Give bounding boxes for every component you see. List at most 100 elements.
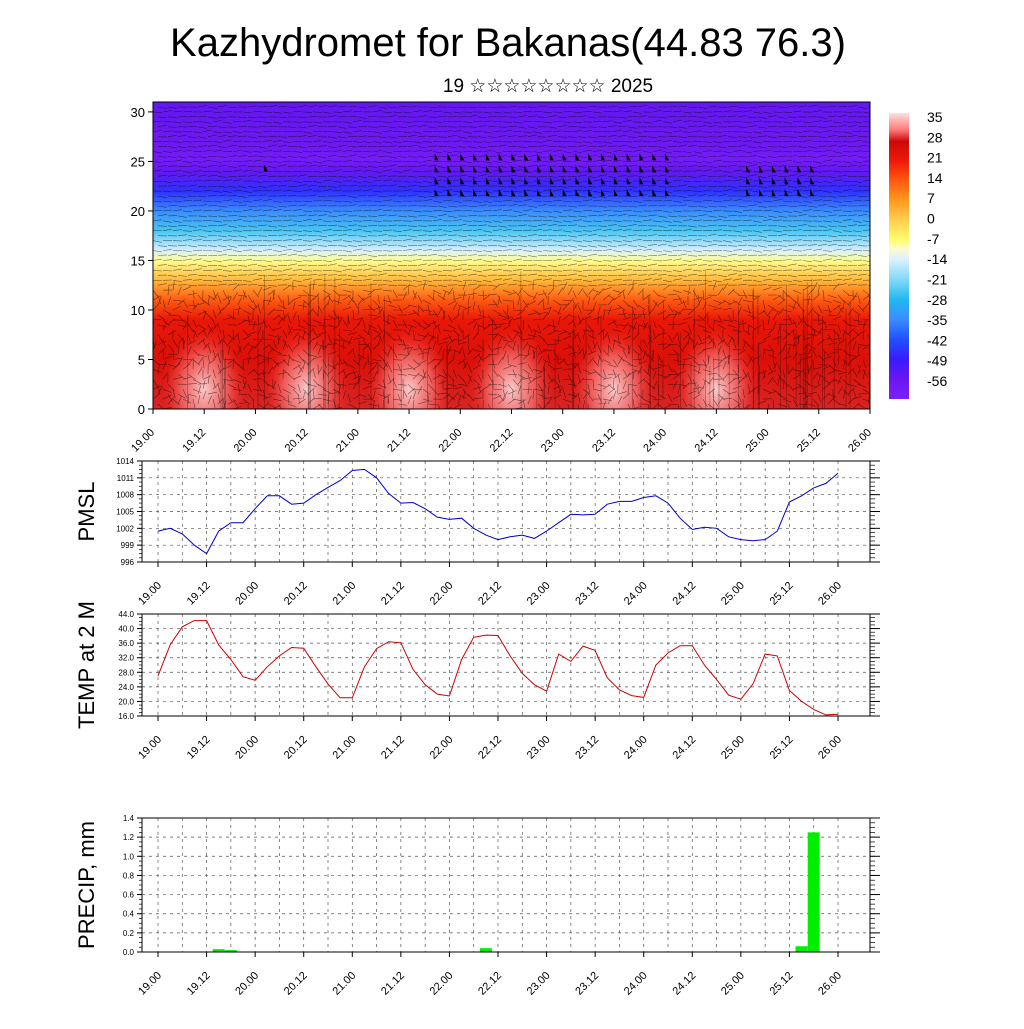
jet-flag <box>537 189 542 197</box>
y-tick-label: 999 <box>121 541 135 550</box>
x-tick-label: 24.12 <box>670 580 698 608</box>
jet-flag <box>639 189 644 197</box>
x-tick-label: 24.12 <box>670 734 698 762</box>
colorbar-label: 0 <box>927 211 935 227</box>
x-tick-label: 22.00 <box>428 970 456 998</box>
jet-flag <box>575 177 580 185</box>
temp-panel: 44.0 40.0 36.0 32.0 28.0 24.0 20.0 16.0 19.00 19.… <box>74 601 880 762</box>
jet-flag <box>485 189 490 197</box>
jet-flag <box>626 189 631 197</box>
y-tick-label: 0.4 <box>123 910 135 919</box>
colorbar-label: 28 <box>927 129 943 145</box>
x-tick-label: 24.00 <box>622 970 650 998</box>
x-tick-label: 20.12 <box>282 734 310 762</box>
x-tick-label: 21.00 <box>330 734 358 762</box>
y-tick-label: 40.0 <box>118 625 134 634</box>
jet-flag <box>524 177 529 185</box>
x-tick-label: 23.00 <box>525 734 553 762</box>
jet-flag <box>562 153 567 161</box>
precip-bar <box>479 948 492 952</box>
x-tick-label: 19.00 <box>136 580 164 608</box>
x-tick-label: 26.00 <box>816 580 844 608</box>
x-tick-label: 20.00 <box>233 734 261 762</box>
x-tick-label: 25.12 <box>795 427 823 455</box>
pmsl-panel: 1014 1011 1008 1005 1002 999 996 19.00 19.12 20.0… <box>74 457 880 608</box>
colorbar-label: -42 <box>927 332 947 348</box>
y-tick-label: 10 <box>131 303 145 318</box>
x-tick-label: 20.12 <box>282 970 310 998</box>
grid <box>142 817 870 953</box>
jet-flag <box>652 165 657 173</box>
jet-flag <box>498 153 503 161</box>
grid <box>142 460 870 563</box>
jet-flag <box>626 153 631 161</box>
jet-flag <box>746 189 751 197</box>
x-tick-label: 22.00 <box>428 580 456 608</box>
precip-bar <box>212 949 225 952</box>
x-tick-label: 22.00 <box>436 427 464 455</box>
jet-flag <box>524 165 529 173</box>
y-tick-label: 16.0 <box>118 712 134 721</box>
jet-flag <box>524 153 529 161</box>
jet-flag <box>498 177 503 185</box>
jet-flag <box>434 153 439 161</box>
jet-flags <box>263 153 815 197</box>
x-tick-label: 22.12 <box>488 427 516 455</box>
jet-flag <box>562 177 567 185</box>
jet-flag <box>447 177 452 185</box>
jet-flag <box>771 165 776 173</box>
colorbar-label: -14 <box>927 251 947 267</box>
x-tick-label: 25.00 <box>719 580 747 608</box>
jet-flag <box>759 165 764 173</box>
jet-flag <box>447 153 452 161</box>
jet-flag <box>810 189 815 197</box>
jet-flag <box>263 164 268 172</box>
jet-flag <box>771 189 776 197</box>
jet-flag <box>498 189 503 197</box>
series-line <box>157 468 839 555</box>
jet-flag <box>665 165 670 173</box>
y-tick-label: 24.0 <box>118 683 134 692</box>
jet-flag <box>759 189 764 197</box>
precip-panel: 1.4 1.2 1.0 0.8 0.6 0.4 0.2 0.0 19.00 19.12 20.00 2… <box>74 814 880 998</box>
warm-blob <box>367 327 452 409</box>
x-tick-label: 21.12 <box>379 970 407 998</box>
x-tick-label: 21.12 <box>379 734 407 762</box>
y-tick-label: 1008 <box>116 491 134 500</box>
jet-flag <box>810 177 815 185</box>
jet-flag <box>797 177 802 185</box>
x-tick-label: 25.00 <box>719 970 747 998</box>
x-tick-label: 20.12 <box>282 580 310 608</box>
jet-flag <box>746 165 751 173</box>
x-tick-label: 19.00 <box>136 734 164 762</box>
jet-flag <box>460 177 465 185</box>
jet-flag <box>601 153 606 161</box>
warm-blob <box>469 327 554 409</box>
y-tick-label: 996 <box>121 558 135 567</box>
wind-field <box>153 104 870 409</box>
x-tick-label: 21.00 <box>334 427 362 455</box>
panel-frame <box>141 817 871 953</box>
jet-flag <box>613 153 618 161</box>
jet-flag <box>588 177 593 185</box>
colorbar: 35 28 21 14 7 0 -7 -14 -21 -28 -35 -42 -49 -56 <box>889 109 947 399</box>
colorbar-label: -49 <box>927 353 947 369</box>
jet-flag <box>485 177 490 185</box>
x-tick-label: 22.12 <box>476 580 504 608</box>
x-tick-label: 23.00 <box>525 970 553 998</box>
jet-flag <box>588 165 593 173</box>
jet-flag <box>549 177 554 185</box>
x-tick-label: 23.12 <box>573 970 601 998</box>
y-axis-label: PRECIP, mm <box>74 821 99 949</box>
jet-flag <box>524 189 529 197</box>
colorbar-label: 35 <box>927 109 943 125</box>
jet-flag <box>652 189 657 197</box>
jet-flag <box>575 165 580 173</box>
jet-flag <box>613 177 618 185</box>
colorbar-label: -28 <box>927 292 947 308</box>
x-tick-label: 26.00 <box>846 427 874 455</box>
x-tick-label: 21.12 <box>385 427 413 455</box>
jet-flag <box>575 189 580 197</box>
jet-flag <box>784 189 789 197</box>
x-tick-label: 22.12 <box>476 970 504 998</box>
